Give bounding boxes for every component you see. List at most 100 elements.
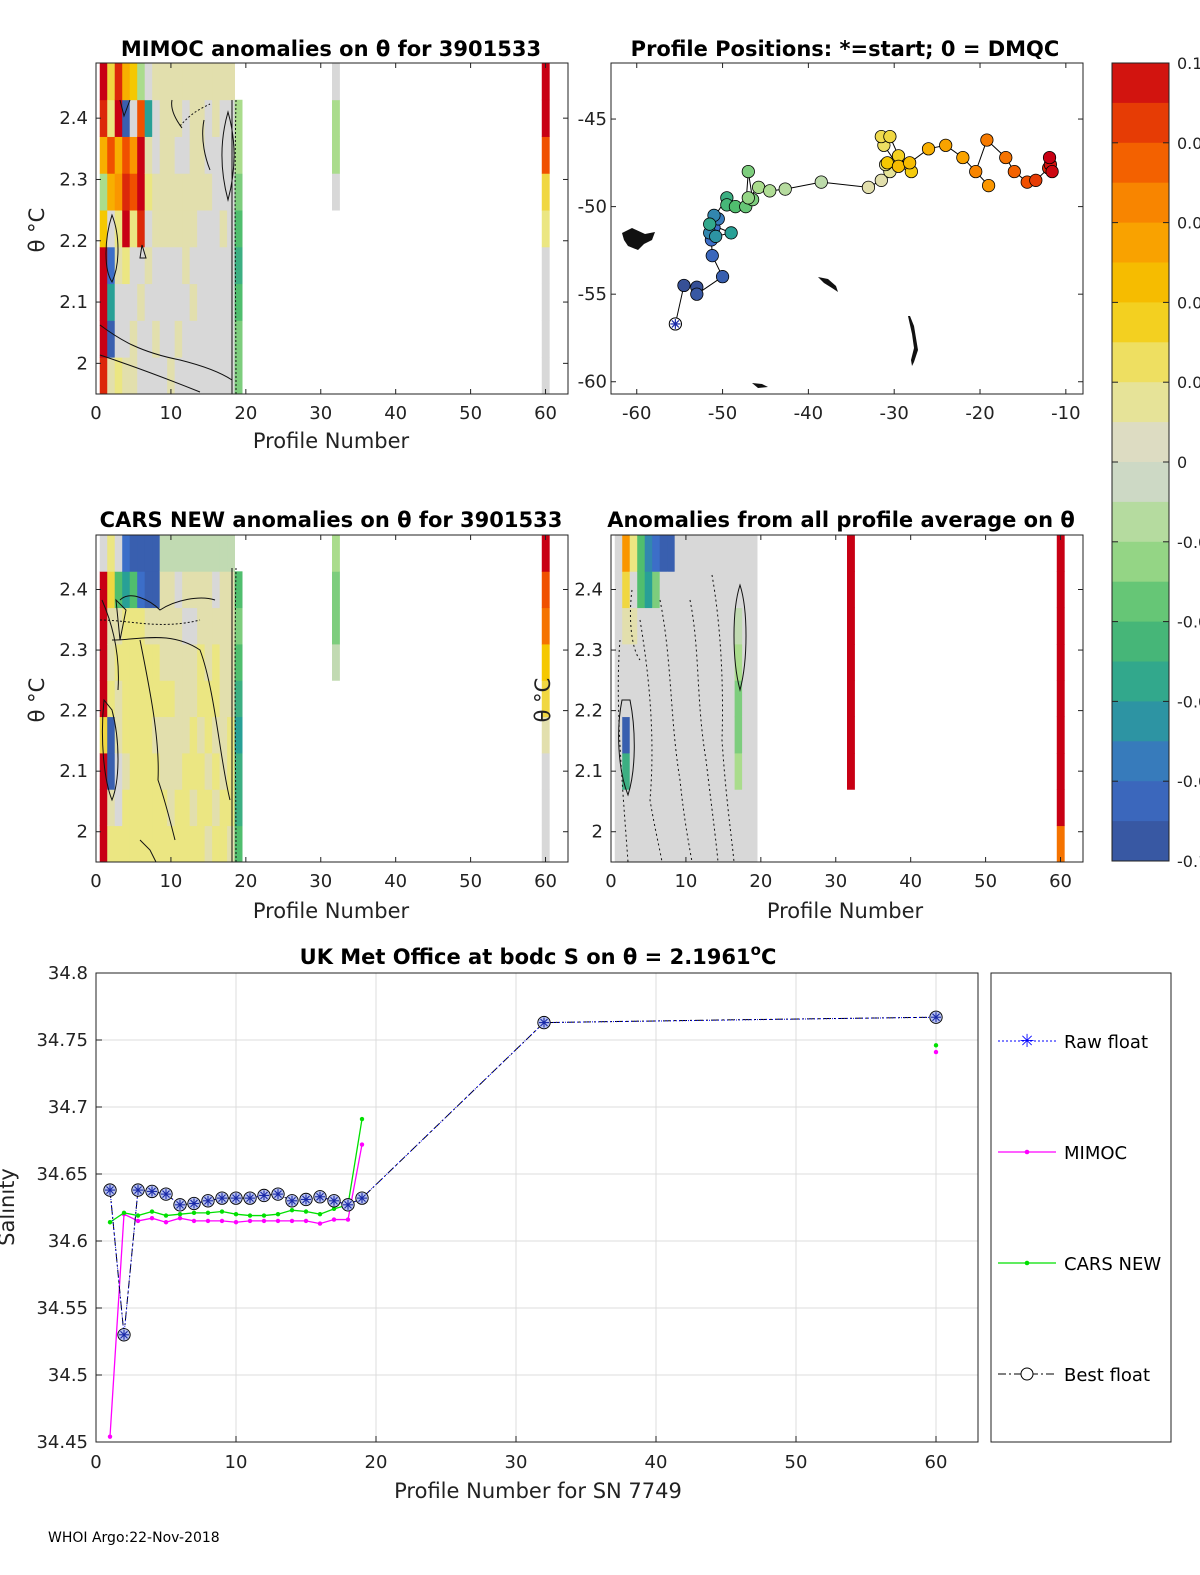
raw-float-point — [343, 1199, 353, 1210]
heatmap-cell — [1056, 753, 1065, 790]
heatmap-cell — [674, 607, 683, 645]
heatmap-cell — [734, 644, 743, 681]
heatmap-cell — [159, 246, 168, 285]
raw-float-point — [245, 1193, 255, 1204]
raw-float-point — [175, 1199, 185, 1210]
heatmap-cell — [159, 644, 168, 681]
heatmap-cell — [719, 607, 728, 645]
heatmap-cell — [1056, 607, 1065, 645]
legend-box — [990, 972, 1172, 1443]
raw-float-point — [119, 1329, 129, 1340]
heatmap-cell — [107, 644, 116, 681]
heatmap-cell — [182, 535, 191, 572]
heatmap-cell — [704, 716, 713, 754]
y-tick-label: 34.65 — [36, 1164, 88, 1185]
heatmap-cell — [541, 680, 550, 718]
salinity-axes-box — [95, 972, 979, 1443]
heatmap-cell — [1056, 644, 1065, 681]
heatmap-cell — [219, 99, 228, 137]
heatmap-cell — [704, 825, 713, 862]
heatmap-cell — [152, 680, 161, 718]
heatmap-cell — [129, 607, 138, 645]
heatmap-cell — [107, 753, 116, 790]
heatmap-cell — [129, 210, 138, 248]
heatmap-cell — [689, 680, 698, 718]
heatmap-cell — [189, 571, 198, 609]
mimoc-point — [219, 1218, 225, 1224]
x-tick-label: -40 — [794, 403, 823, 424]
heatmap-cell — [197, 210, 206, 248]
heatmap-cell — [234, 357, 243, 394]
heatmap-cell — [144, 535, 153, 572]
heatmap-cell — [749, 535, 758, 572]
heatmap-cell — [652, 571, 661, 609]
heatmap-cell — [189, 753, 198, 790]
raw-float-point — [161, 1189, 171, 1200]
start-marker-icon — [668, 317, 682, 331]
cars-point — [163, 1213, 169, 1218]
heatmap-cell — [682, 607, 691, 645]
x-tick-label: -50 — [708, 403, 737, 424]
colorbar-tick-label: 0.02 — [1177, 373, 1200, 392]
heatmap-cell — [159, 357, 168, 394]
heatmap-cell — [637, 825, 646, 862]
heatmap-cell — [637, 680, 646, 718]
mimoc-contour-line — [119, 99, 131, 118]
heatmap-cell — [541, 320, 550, 358]
heatmap-cell — [159, 136, 168, 174]
heatmap-cell — [629, 607, 638, 645]
y-tick-label: 2.4 — [574, 580, 603, 601]
heatmap-cell — [152, 63, 161, 101]
heatmap-cell — [182, 753, 191, 790]
heatmap-cell — [114, 283, 123, 321]
heatmap-cell — [742, 789, 751, 827]
x-tick-label: -20 — [965, 403, 994, 424]
mimoc-point — [205, 1218, 211, 1224]
heatmap-cell — [227, 246, 236, 285]
heatmap-cell — [689, 789, 698, 827]
heatmap-cell — [129, 283, 138, 321]
profile-position-point — [1007, 164, 1021, 179]
heatmap-cell — [204, 320, 213, 358]
heatmap-cell — [637, 789, 646, 827]
y-tick-label: 2.2 — [574, 701, 603, 722]
mimoc-contour-line — [99, 324, 233, 381]
x-tick-label: -60 — [622, 403, 651, 424]
heatmap-cell — [122, 320, 131, 358]
heatmap-cell — [99, 63, 108, 101]
heatmap-cell — [197, 753, 206, 790]
heatmap-cell — [659, 753, 668, 790]
raw-float-point — [539, 1017, 549, 1028]
heatmap-cell — [629, 825, 638, 862]
raw-float-point — [231, 1193, 241, 1204]
heatmap-cell — [204, 716, 213, 754]
heatmap-cell — [622, 535, 631, 572]
heatmap-cell — [1056, 825, 1065, 862]
heatmap-cell — [137, 173, 146, 211]
x-tick-label: 60 — [534, 871, 557, 892]
profile-position-point — [891, 159, 906, 173]
heatmap-cell — [197, 283, 206, 321]
heatmap-cell — [144, 320, 153, 358]
colorbar-band — [1112, 661, 1169, 702]
cars-point — [359, 1116, 365, 1122]
heatmap-cell — [734, 535, 743, 572]
heatmap-cell — [197, 357, 206, 394]
heatmap-cell — [637, 571, 646, 609]
mimoc-cells — [99, 63, 550, 394]
heatmap-cell — [189, 173, 198, 211]
heatmap-cell — [212, 571, 221, 609]
heatmap-cell — [742, 535, 751, 572]
heatmap-cell — [197, 716, 206, 754]
x-tick-label: 20 — [749, 871, 772, 892]
mimoc-point — [191, 1218, 197, 1224]
heatmap-cell — [644, 571, 653, 609]
heatmap-cell — [234, 644, 243, 681]
heatmap-cell — [659, 607, 668, 645]
avg-contour-line — [733, 583, 747, 692]
heatmap-cell — [219, 716, 228, 754]
heatmap-cell — [174, 716, 183, 754]
heatmap-cell — [107, 99, 116, 137]
heatmap-cell — [727, 753, 736, 790]
mimoc-title: MIMOC anomalies on θ for 3901533 — [121, 37, 541, 61]
